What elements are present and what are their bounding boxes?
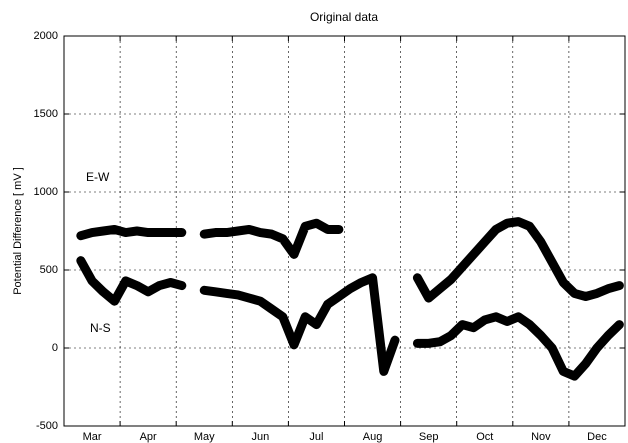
y-tick-label: 2000	[34, 30, 58, 42]
x-tick-label: Mar	[83, 431, 102, 443]
x-tick-label: Nov	[531, 431, 551, 443]
x-tick-label: Dec	[587, 431, 607, 443]
x-tick-label: Jul	[309, 431, 323, 443]
y-axis-label: Potential Difference [ mV ]	[12, 167, 24, 295]
y-tick-label: 500	[40, 264, 58, 276]
chart-title: Original data	[310, 10, 378, 24]
x-tick-label: Sep	[419, 431, 439, 443]
y-tick-label: -500	[36, 420, 58, 432]
y-tick-label: 1000	[34, 186, 58, 198]
annotation: E-W	[86, 170, 110, 184]
x-tick-label: Oct	[476, 431, 493, 443]
data-line	[76, 217, 624, 303]
data-line	[76, 256, 624, 381]
x-tick-label: May	[194, 431, 215, 443]
annotation: N-S	[90, 321, 111, 335]
x-tick-label: Aug	[363, 431, 383, 443]
x-tick-label: Apr	[140, 431, 157, 443]
y-tick-label: 1500	[34, 108, 58, 120]
plot-frame	[63, 35, 626, 427]
y-tick-label: 0	[52, 342, 58, 354]
x-tick-label: Jun	[251, 431, 269, 443]
